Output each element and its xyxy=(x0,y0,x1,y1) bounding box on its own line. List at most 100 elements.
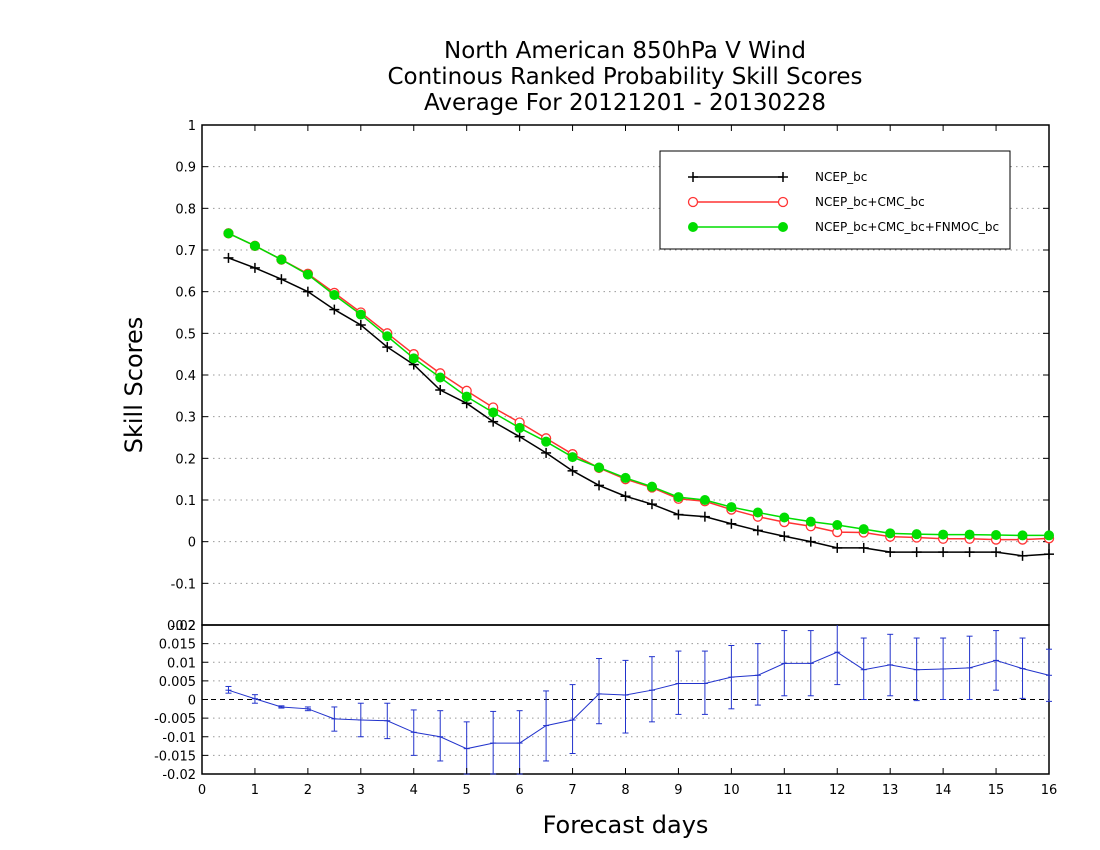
data-point xyxy=(1017,550,1028,561)
x-tick-label: 0 xyxy=(198,783,206,798)
legend-entry-3: NCEP_bc+CMC_bc+FNMOC_bc xyxy=(688,220,999,234)
data-point xyxy=(488,416,499,427)
data-point xyxy=(1017,530,1028,541)
y-axis-label: Skill Scores xyxy=(120,317,148,454)
data-point xyxy=(461,391,472,402)
data-point xyxy=(249,262,260,273)
legend-marker xyxy=(777,196,789,208)
error-bar xyxy=(569,684,576,755)
data-point xyxy=(541,447,552,458)
error-bar xyxy=(834,625,841,686)
data-point xyxy=(673,509,684,520)
top-y-tick-label: 0.9 xyxy=(175,161,196,176)
data-point xyxy=(964,529,975,540)
x-tick-label: 10 xyxy=(723,783,740,798)
bottom-y-tick-label: 0.015 xyxy=(159,638,196,653)
top-y-tick-label: 0.1 xyxy=(175,494,196,509)
series-line xyxy=(228,232,1050,541)
data-point xyxy=(646,499,657,510)
x-tick-label: 15 xyxy=(988,783,1005,798)
data-point xyxy=(594,462,605,473)
error-bar xyxy=(648,656,655,723)
data-point xyxy=(991,530,1002,540)
top-y-tick-label: 0.4 xyxy=(175,369,196,384)
x-tick-label: 11 xyxy=(776,783,793,798)
top-y-tick-label: 0.5 xyxy=(175,327,196,342)
top-y-tick-label: 0.7 xyxy=(175,244,196,259)
series-line xyxy=(228,257,1050,557)
data-point xyxy=(699,495,710,505)
data-point xyxy=(858,542,869,553)
series-3 xyxy=(223,228,1054,541)
bottom-y-tick-label: 0.01 xyxy=(167,656,196,671)
top-y-tick-label: 0.8 xyxy=(175,202,196,217)
x-tick-label: 9 xyxy=(674,783,682,798)
difference-line xyxy=(228,651,1050,750)
data-point xyxy=(911,529,922,540)
data-point xyxy=(567,465,578,476)
data-point xyxy=(302,286,313,297)
data-point xyxy=(514,422,525,433)
x-axis-label: Forecast days xyxy=(543,811,709,839)
bottom-y-tick-label: 0.005 xyxy=(159,675,196,690)
data-point xyxy=(885,528,896,539)
x-tick-label: 1 xyxy=(251,783,259,798)
bottom-y-tick-label: 0.02 xyxy=(167,619,196,634)
data-point xyxy=(276,254,287,265)
data-point xyxy=(249,240,260,251)
series-line xyxy=(228,232,1049,537)
data-point xyxy=(382,342,393,353)
top-y-ticks: -0.2 -0.1 0 0.1 0.2 0.3 0.4 0.5 0.6 0.7 0.8 0.9 1 xyxy=(171,119,1049,634)
data-point xyxy=(885,547,896,558)
bottom-y-tick-label: 0 xyxy=(188,694,196,709)
data-point xyxy=(223,252,234,263)
bottom-y-tick-label: -0.015 xyxy=(154,749,196,764)
top-y-tick-label: 0.3 xyxy=(175,411,196,426)
error-bar xyxy=(860,637,867,700)
data-point xyxy=(435,372,446,383)
legend-label: NCEP_bc+CMC_bc xyxy=(815,195,925,209)
data-point xyxy=(514,431,525,442)
title-line-2: Continous Ranked Probability Skill Score… xyxy=(387,64,862,90)
data-point xyxy=(620,491,631,502)
bottom-y-tick-label: -0.005 xyxy=(154,712,196,727)
x-tick-label: 3 xyxy=(357,783,365,798)
bottom-y-ticks: -0.02 -0.015 -0.01 -0.005 0 0.005 0.01 0.015 0.0… xyxy=(154,619,208,783)
data-point xyxy=(699,511,710,522)
data-point xyxy=(991,547,1002,558)
data-point xyxy=(805,516,816,527)
legend-marker xyxy=(688,222,698,232)
legend-marker xyxy=(688,172,698,182)
data-point xyxy=(1044,549,1054,560)
top-y-tick-label: -0.2 xyxy=(171,619,196,634)
data-point xyxy=(858,524,869,535)
data-point xyxy=(329,290,340,300)
legend-entry-1: NCEP_bc xyxy=(688,170,867,184)
series-layer xyxy=(223,228,1055,561)
data-point xyxy=(779,512,790,523)
data-point xyxy=(382,331,393,342)
error-bar xyxy=(437,710,444,762)
series-1 xyxy=(223,252,1054,561)
data-point xyxy=(726,502,737,513)
error-bar xyxy=(675,650,682,715)
legend: NCEP_bc NCEP_bc+CMC_bc NCEP_bc+CMC_bc+FNMO… xyxy=(659,150,1011,250)
legend-entry-2: NCEP_bc+CMC_bc xyxy=(687,195,925,209)
x-tick-label: 16 xyxy=(1041,783,1058,798)
title-line-1: North American 850hPa V Wind xyxy=(444,38,806,64)
data-point xyxy=(435,385,446,395)
title-line-3: Average For 20121201 - 20130228 xyxy=(424,90,826,116)
top-y-tick-label: -0.1 xyxy=(171,577,196,592)
data-point xyxy=(355,309,366,320)
x-tick-label: 8 xyxy=(621,783,629,798)
data-point xyxy=(1044,530,1054,541)
data-point xyxy=(567,452,578,463)
legend-label: NCEP_bc xyxy=(815,170,867,184)
top-y-tick-label: 0 xyxy=(188,536,196,551)
data-point xyxy=(541,436,552,447)
data-point xyxy=(488,407,499,418)
data-point xyxy=(938,547,949,558)
data-point xyxy=(832,542,843,553)
error-bar xyxy=(596,658,603,725)
